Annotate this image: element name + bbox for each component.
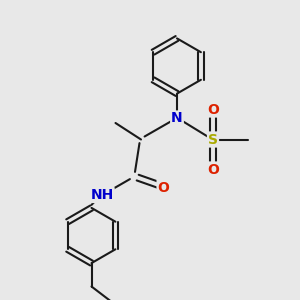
Text: S: S: [208, 133, 218, 146]
Text: O: O: [207, 163, 219, 176]
Text: N: N: [171, 112, 183, 125]
Text: O: O: [158, 181, 169, 194]
Text: NH: NH: [90, 188, 114, 202]
Text: O: O: [207, 103, 219, 116]
